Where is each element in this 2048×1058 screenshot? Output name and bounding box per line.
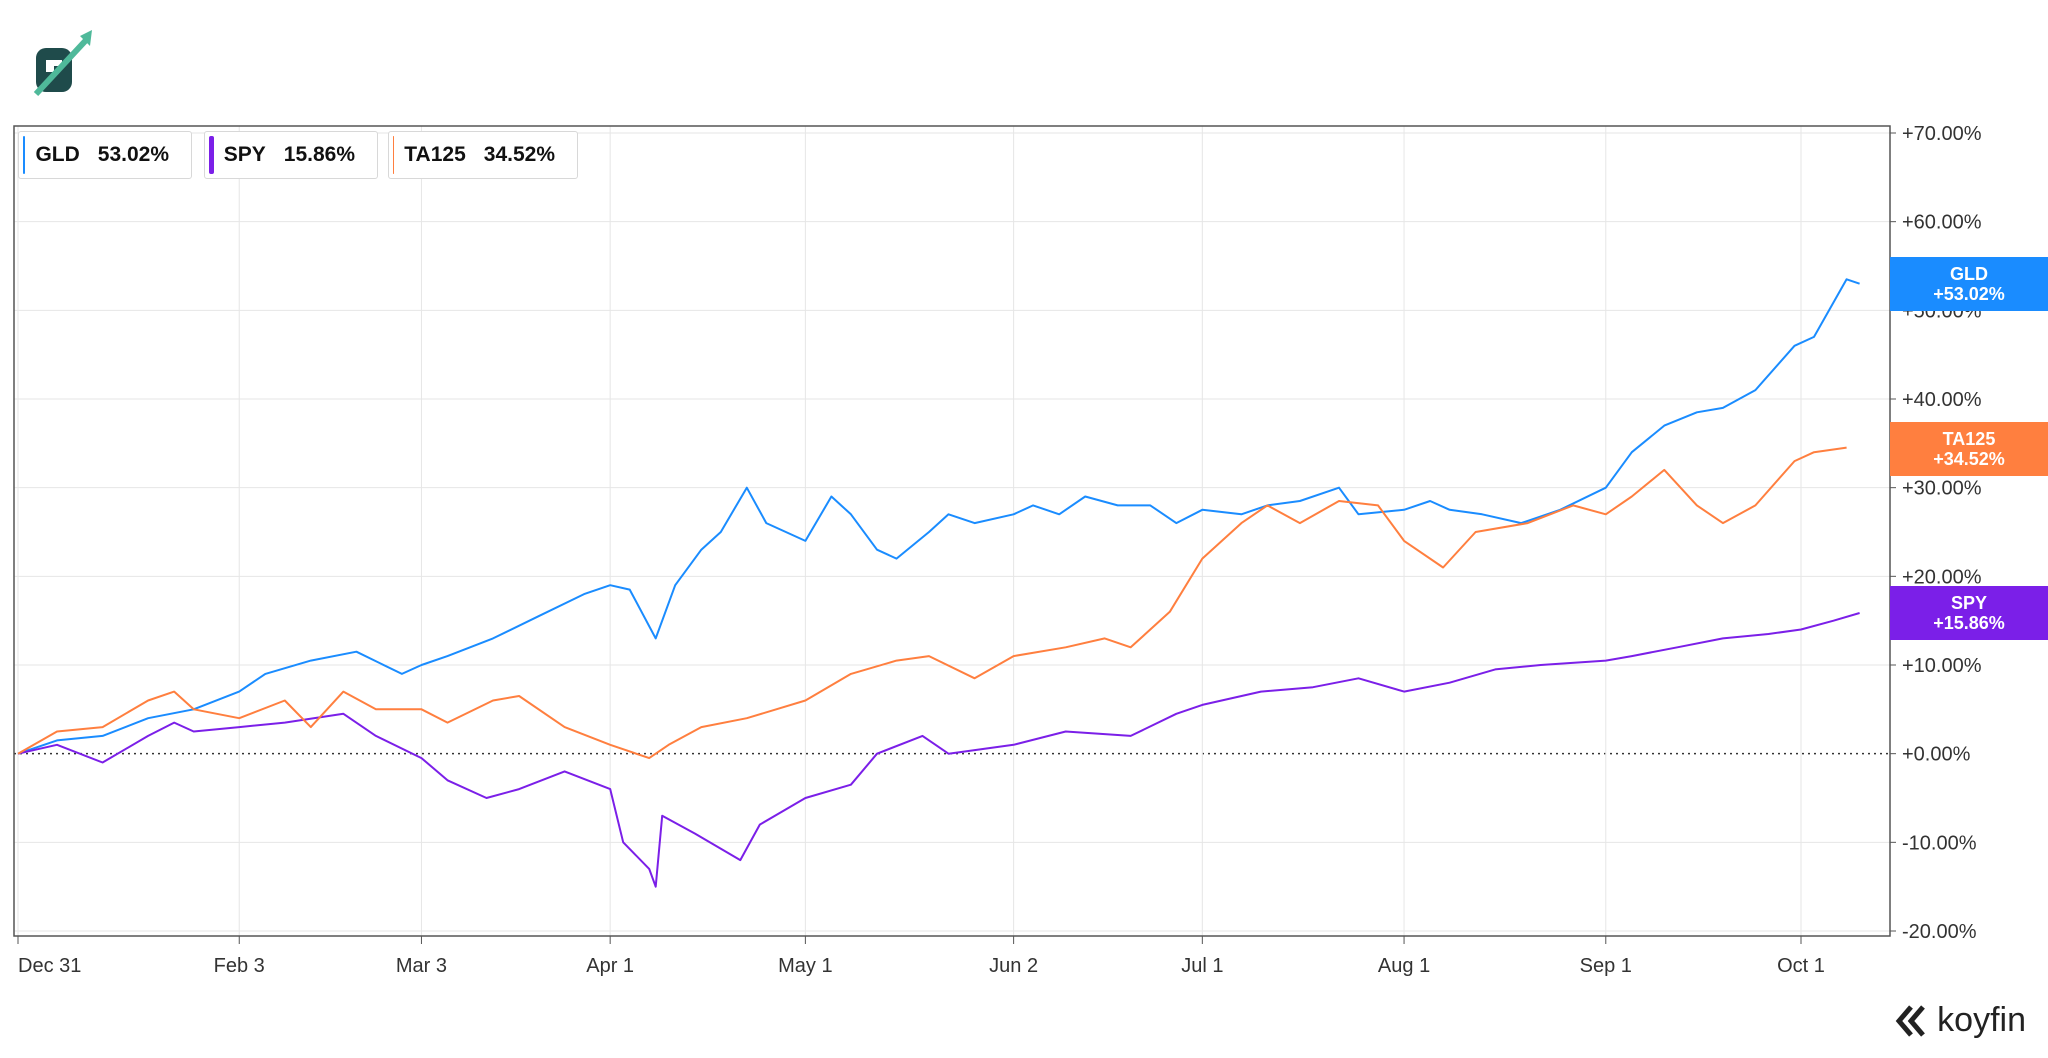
y-tick-label: +0.00% [1902,744,1971,766]
x-tick-label: Dec 31 [18,955,81,977]
y-tick-label: +10.00% [1902,655,1982,677]
brand-logo [33,30,92,97]
tag-symbol: SPY [1950,593,1988,613]
tag-value: +34.52% [1933,449,2005,469]
y-tick-label: +40.00% [1902,389,1982,411]
grid [14,126,1890,936]
y-tick-label: -10.00% [1902,832,1977,854]
series-line-gld [17,278,1860,755]
y-tick-label: +20.00% [1902,566,1982,588]
y-tick-label: +30.00% [1902,478,1982,500]
x-tick-label: Sep 1 [1580,955,1632,977]
y-axis: +70.00%+60.00%+50.00%+40.00%+30.00%+20.0… [1890,123,1982,943]
legend-symbol: SPY [223,143,266,166]
koyfin-logo-icon [1895,1004,1926,1037]
plot-border [13,125,1891,937]
legend-symbol: TA125 [404,143,466,166]
y-tick-label: +70.00% [1902,123,1982,145]
x-tick-label: Oct 1 [1777,955,1825,977]
last-value-tag-gld: GLD +53.02% [1890,257,2048,311]
x-tick-label: Feb 3 [214,955,265,977]
brand-name: koyfin [1937,1001,2026,1039]
y-tick-label: +60.00% [1902,212,1982,234]
tag-symbol: GLD [1950,264,1988,284]
legend-item-gld[interactable]: GLD 53.02% [18,131,192,179]
x-tick-label: May 1 [778,955,832,977]
last-value-tag-ta125: TA125 +34.52% [1890,422,2048,476]
legend-item-ta125[interactable]: TA125 34.52% [388,131,578,179]
legend-color-ta125 [393,136,395,174]
y-tick-label: -20.00% [1902,921,1977,943]
tag-symbol: TA125 [1942,429,1996,449]
series-lines [17,278,1860,888]
legend-symbol: GLD [35,143,80,166]
tag-value: +53.02% [1933,284,2005,304]
tag-value: +15.86% [1933,613,2005,633]
legend-item-spy[interactable]: SPY 15.86% [204,131,378,179]
x-tick-label: Jun 2 [989,955,1038,977]
x-axis: Dec 31 Feb 3 Mar 3 Apr 1 May 1 Jun 2 Jul 1 Aug … [17,936,1825,977]
series-line-spy [17,612,1860,888]
x-tick-label: Aug 1 [1378,955,1430,977]
legend-value: 34.52% [483,143,555,166]
last-value-tag-spy: SPY +15.86% [1890,586,2048,640]
x-tick-label: Mar 3 [396,955,447,977]
koyfin-watermark: koyfin [1895,1001,2026,1040]
legend-value: 15.86% [283,143,355,166]
legend-color-gld [23,136,26,174]
series-line-ta125 [17,446,1847,760]
x-tick-label: Jul 1 [1181,955,1223,977]
x-tick-label: Apr 1 [586,955,634,977]
legend-value: 53.02% [97,143,169,166]
legend-color-spy [209,136,214,174]
